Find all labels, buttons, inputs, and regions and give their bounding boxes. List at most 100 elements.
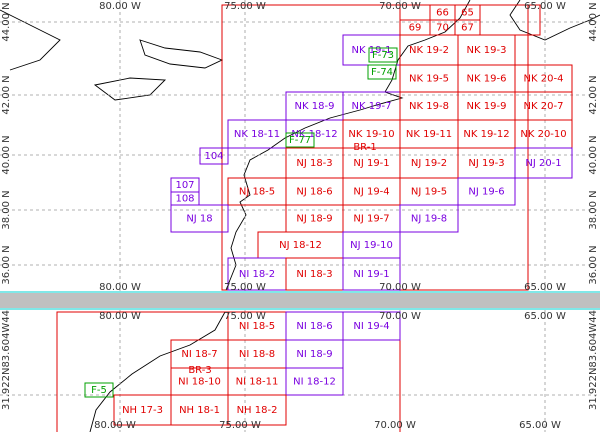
lon-label: 80.00 W bbox=[99, 311, 141, 322]
cell-label: NK 19-7 bbox=[352, 101, 392, 112]
lat-label: 38.00 N bbox=[1, 190, 12, 229]
chart-cell bbox=[227, 394, 287, 426]
annotation-label: BR-3 bbox=[188, 365, 211, 376]
lon-label: 75.00 W bbox=[224, 1, 266, 12]
cell-label: 108 bbox=[175, 194, 194, 205]
cell-label: NI 18-2 bbox=[239, 269, 275, 280]
cell-label: NJ 19-6 bbox=[468, 187, 504, 198]
chart-cell bbox=[285, 367, 344, 396]
lon-label: 70.00 W bbox=[379, 282, 421, 293]
lon-label: 70.00 W bbox=[379, 311, 421, 322]
cell-label: NJ 18-6 bbox=[296, 187, 332, 198]
annotation-box bbox=[285, 132, 315, 148]
lat-label: 40.00 N bbox=[1, 135, 12, 174]
lon-label: 65.00 W bbox=[524, 282, 566, 293]
cell-label: NK 20-10 bbox=[520, 129, 566, 140]
chart-cell bbox=[457, 177, 516, 206]
lon-label: 75.00 W bbox=[219, 420, 261, 431]
lat-label: 40.00 N bbox=[588, 135, 599, 174]
lon-label: 65.00 W bbox=[519, 420, 561, 431]
cell-label: NJ 19-2 bbox=[411, 158, 447, 169]
cell-label: NK 20-4 bbox=[524, 74, 564, 85]
cell-label: NK 18-9 bbox=[295, 101, 335, 112]
annotation-box bbox=[367, 64, 397, 80]
cell-label: NJ 18-5 bbox=[239, 187, 275, 198]
annotation-label: F-77 bbox=[289, 135, 311, 146]
cell-label: NI 18-6 bbox=[296, 321, 332, 332]
cell-label: 107 bbox=[175, 180, 194, 191]
chart-cell bbox=[399, 19, 431, 36]
lon-label: 65.00 W bbox=[524, 311, 566, 322]
cell-label: NI 18-5 bbox=[239, 321, 275, 332]
cell-label: NK 19-1 bbox=[352, 45, 392, 56]
cell-label: NK 20-7 bbox=[524, 101, 564, 112]
cell-label: NH 18-1 bbox=[179, 405, 220, 416]
cell-label: NK 19-2 bbox=[409, 45, 449, 56]
side-label: 31.922N83.604W44 bbox=[588, 310, 599, 410]
cell-label: 70 bbox=[436, 23, 449, 34]
annotation-label: F-74 bbox=[371, 67, 393, 78]
lat-label: 44.00 N bbox=[588, 2, 599, 41]
chart-cell bbox=[342, 257, 401, 291]
cell-label: NH 18-2 bbox=[237, 405, 278, 416]
annotation-box bbox=[368, 47, 398, 63]
side-label: 31.922N83.604W44 bbox=[1, 310, 12, 410]
lat-label: 38.00 N bbox=[588, 190, 599, 229]
chart-cell bbox=[399, 204, 459, 233]
annotation-label: BR-1 bbox=[353, 142, 376, 153]
lon-label: 70.00 W bbox=[374, 420, 416, 431]
lon-label: 65.00 W bbox=[524, 1, 566, 12]
chart-cell bbox=[514, 147, 573, 179]
cell-label: NK 19-12 bbox=[463, 129, 509, 140]
chart-cell bbox=[170, 191, 200, 206]
cell-label: NK 19-9 bbox=[467, 101, 507, 112]
cell-label: NI 18-8 bbox=[239, 349, 275, 360]
cell-label: NH 17-3 bbox=[122, 405, 163, 416]
cell-label: NJ 18-9 bbox=[296, 214, 332, 225]
cell-label: NI 18-9 bbox=[296, 349, 332, 360]
lat-label: 36.00 N bbox=[588, 245, 599, 284]
annotation-label: F-5 bbox=[91, 385, 107, 396]
cell-label: NK 19-3 bbox=[467, 45, 507, 56]
lon-label: 80.00 W bbox=[99, 282, 141, 293]
cell-label: NK 19-6 bbox=[467, 74, 507, 85]
cell-label: NI 18-11 bbox=[236, 377, 279, 388]
cell-label: NJ 19-3 bbox=[468, 158, 504, 169]
lat-label: 44.00 N bbox=[1, 2, 12, 41]
cell-label: NK 19-8 bbox=[409, 101, 449, 112]
chart-cell bbox=[199, 147, 229, 165]
cell-label: NI 18-10 bbox=[178, 377, 221, 388]
cell-label: NJ 19-5 bbox=[411, 187, 447, 198]
annotation-box bbox=[84, 382, 114, 398]
panel-divider bbox=[0, 293, 600, 308]
cell-label: 104 bbox=[204, 151, 223, 162]
cell-label: NJ 19-8 bbox=[411, 214, 447, 225]
cell-label: NJ 19-7 bbox=[353, 214, 389, 225]
cell-label: NJ 20-1 bbox=[525, 158, 561, 169]
cell-label: NI 18-3 bbox=[296, 269, 332, 280]
lat-label: 36.00 N bbox=[1, 245, 12, 284]
lon-label: 70.00 W bbox=[379, 1, 421, 12]
cell-label: NK 19-5 bbox=[409, 74, 449, 85]
cell-label: 69 bbox=[409, 23, 422, 34]
cell-label: NJ 19-4 bbox=[353, 187, 389, 198]
cell-label: NK 19-10 bbox=[348, 129, 394, 140]
cell-label: NK 18-11 bbox=[234, 129, 280, 140]
lon-label: 75.00 W bbox=[224, 282, 266, 293]
cell-label: NK 19-11 bbox=[406, 129, 452, 140]
lon-label: 80.00 W bbox=[94, 420, 136, 431]
cell-label: NJ 19-1 bbox=[353, 158, 389, 169]
cell-label: 65 bbox=[461, 8, 474, 19]
cell-label: NI 19-1 bbox=[353, 269, 389, 280]
cell-label: NI 18-7 bbox=[181, 349, 217, 360]
cell-label: 66 bbox=[436, 8, 449, 19]
lon-label: 75.00 W bbox=[224, 311, 266, 322]
lat-label: 42.00 N bbox=[588, 75, 599, 114]
annotation-label: F-73 bbox=[372, 50, 394, 61]
cell-label: NJ 18-12 bbox=[279, 240, 322, 251]
lat-label: 42.00 N bbox=[1, 75, 12, 114]
